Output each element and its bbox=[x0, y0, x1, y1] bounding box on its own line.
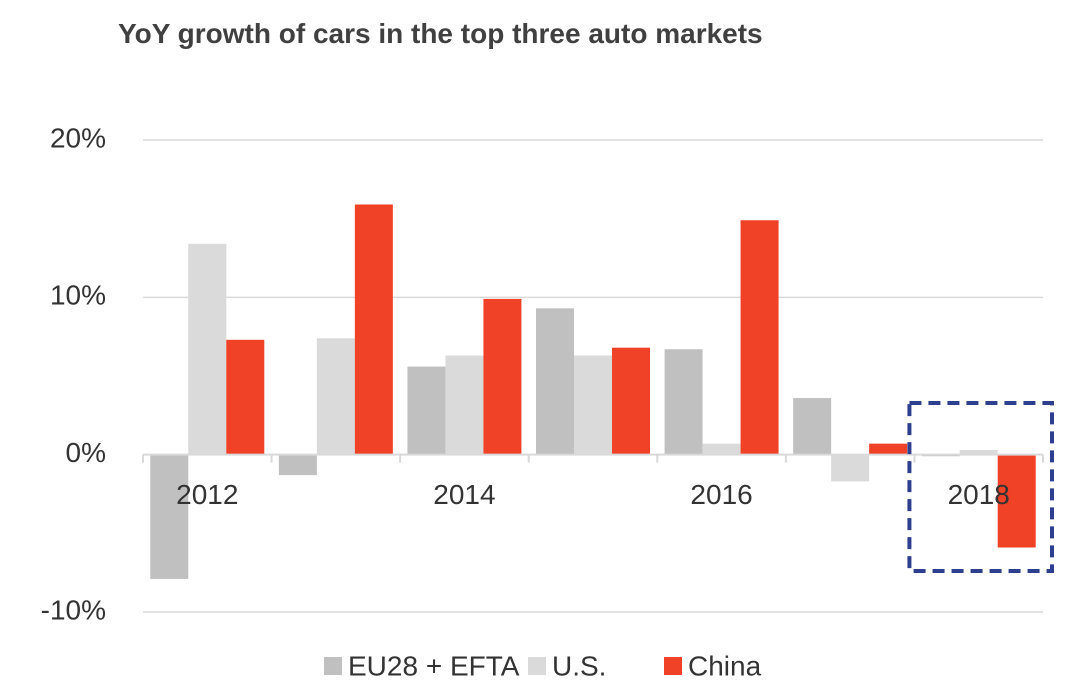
bar bbox=[664, 349, 703, 455]
bar bbox=[188, 243, 227, 455]
legend-label: EU28 + EFTA bbox=[348, 650, 520, 681]
bar bbox=[740, 220, 779, 455]
bar bbox=[536, 308, 574, 455]
legend-swatch bbox=[324, 657, 342, 675]
y-tick-label: 10% bbox=[50, 280, 106, 311]
x-tick-label: 2018 bbox=[948, 479, 1010, 510]
bar bbox=[407, 366, 446, 455]
bar bbox=[316, 338, 355, 455]
legend-swatch bbox=[528, 657, 546, 675]
bar bbox=[959, 449, 998, 455]
bar bbox=[445, 355, 484, 455]
bar bbox=[869, 443, 908, 455]
highlight-box bbox=[907, 401, 1055, 573]
bar bbox=[831, 454, 870, 482]
legend-label: China bbox=[688, 650, 762, 681]
y-tick-label: -10% bbox=[41, 594, 106, 625]
bar bbox=[226, 339, 265, 455]
bar bbox=[354, 204, 393, 455]
y-tick-label: 0% bbox=[66, 437, 106, 468]
bar bbox=[483, 298, 522, 455]
y-tick-label: 20% bbox=[50, 122, 106, 153]
bar bbox=[278, 454, 317, 476]
chart-title: YoY growth of cars in the top three auto… bbox=[118, 18, 763, 49]
bar bbox=[574, 355, 612, 455]
x-tick-label: 2014 bbox=[433, 479, 495, 510]
bar bbox=[150, 454, 189, 579]
x-tick-label: 2016 bbox=[690, 479, 752, 510]
bar bbox=[997, 454, 1036, 548]
bar bbox=[702, 443, 741, 455]
legend-label: U.S. bbox=[552, 650, 606, 681]
legend-swatch bbox=[664, 657, 682, 675]
bar bbox=[793, 398, 832, 455]
bar bbox=[612, 347, 650, 455]
x-tick-label: 2012 bbox=[176, 479, 238, 510]
